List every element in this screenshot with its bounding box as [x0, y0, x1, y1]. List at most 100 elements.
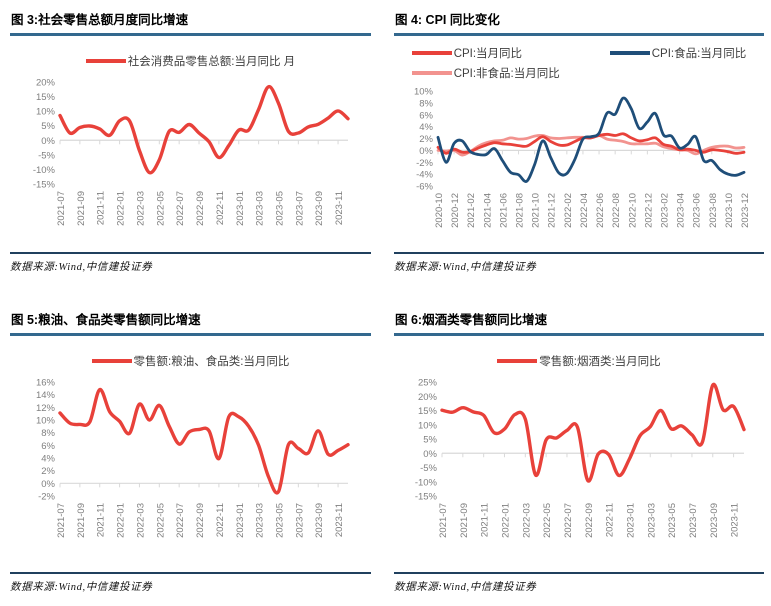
- y-tick-label: 16%: [35, 378, 55, 389]
- chart-area: 10% 8% 6% 4% 2% 0% -2% -4% -6% 2020-10 2020-12 2021…: [394, 86, 764, 238]
- panel-footer: 数据来源:Wind,中信建投证券: [10, 572, 371, 594]
- y-tick-label: 0%: [41, 479, 55, 490]
- source-divider-rule: [10, 572, 371, 574]
- x-tick-label: 2021-11: [95, 191, 106, 225]
- legend-item: CPI:非食品:当月同比: [411, 65, 560, 81]
- figure-title: 图 4: CPI 同比变化: [395, 13, 500, 27]
- x-tick-label: 2023-05: [274, 191, 285, 226]
- x-tick-label: 2023-02: [659, 193, 670, 228]
- y-tick-label: -15%: [415, 492, 438, 503]
- x-tick-label: 2023-07: [294, 191, 305, 226]
- fig3-line-chart: 20%15%10%5%0%-5%-10%-15%2021-07 2021-09 20…: [32, 78, 350, 226]
- y-tick-label: 2%: [419, 134, 433, 145]
- source-divider-rule: [394, 252, 764, 254]
- legend-label: 社会消费品零售总额:当月同比 月: [127, 56, 296, 68]
- x-tick-label: 2021-04: [482, 193, 493, 228]
- chart-legend: 社会消费品零售总额:当月同比 月: [10, 53, 371, 69]
- title-underline-rule: [10, 33, 371, 36]
- y-tick-label: -5%: [420, 463, 437, 474]
- x-tick-label: 2022-10: [627, 193, 638, 228]
- y-tick-label: 20%: [418, 392, 438, 403]
- x-tick-label: 2023-09: [709, 503, 720, 538]
- y-tick-label: 20%: [35, 78, 55, 89]
- title-underline-rule: [394, 33, 764, 36]
- legend-item: 零售额:烟酒类:当月同比: [497, 353, 661, 369]
- chart-area: 25% 20% 15% 10% 5% 0% -5% -10% -15% 2021-07 2021-0…: [394, 374, 764, 548]
- legend-label: CPI:非食品:当月同比: [453, 68, 560, 80]
- x-tick-label: 2022-11: [214, 503, 225, 537]
- y-tick-label: 8%: [41, 428, 55, 439]
- y-tick-label: -10%: [415, 477, 438, 488]
- panel-footer: 数据来源:Wind,中信建投证券: [394, 252, 764, 274]
- fig5-line-chart: 16%14%12%10%8%6%4%2%0%-2%2021-07 2021-09 2…: [35, 378, 350, 538]
- x-tick-label: 2021-12: [547, 193, 558, 228]
- x-tick-label: 2023-09: [314, 191, 325, 226]
- x-tick-label: 2023-01: [234, 503, 245, 538]
- fig4-line-chart: 10%8%6%4%2%0%-2%-4%-6%2020-10 2020-12 2021…: [414, 87, 751, 228]
- y-tick-label: -10%: [32, 165, 55, 176]
- x-tick-label: 2022-04: [579, 193, 590, 228]
- y-tick-label: 15%: [35, 92, 55, 103]
- x-tick-label: 2023-03: [254, 503, 265, 538]
- x-tick-label: 2022-03: [521, 503, 532, 538]
- x-tick-label: 2022-11: [605, 503, 616, 537]
- x-tick-label: 2021-11: [95, 503, 106, 537]
- y-tick-labels: 16%14% 12% 10%8% 6% 4%2% 0% -2%: [35, 378, 55, 503]
- x-tick-label: 2022-02: [563, 193, 574, 228]
- x-tick-label: 2023-12: [740, 193, 751, 228]
- y-tick-label: 15%: [418, 406, 438, 417]
- x-tick-label: 2021-09: [75, 503, 86, 538]
- figure-title: 图 6:烟酒类零售额同比增速: [395, 313, 548, 327]
- x-tick-label: 2021-07: [56, 191, 67, 226]
- series-line: [436, 96, 746, 183]
- y-tick-label: 6%: [419, 110, 433, 121]
- x-tick-label: 2022-07: [175, 503, 186, 538]
- y-tick-label: 25%: [418, 378, 438, 389]
- data-source-note: 数据来源:Wind,中信建投证券: [10, 582, 153, 593]
- fig6-line-chart: 25%20%15%10%5%0%-5%-10%-15%2021-07 2021-0…: [415, 378, 746, 538]
- x-tick-label: 2023-05: [274, 503, 285, 538]
- x-tick-label: 2023-03: [254, 191, 265, 226]
- legend-label: CPI:食品:当月同比: [651, 48, 747, 60]
- source-divider-rule: [10, 252, 371, 254]
- series-line: [440, 382, 746, 483]
- y-tick-label: 5%: [41, 121, 55, 132]
- y-tick-label: -2%: [416, 158, 433, 169]
- data-source-note: 数据来源:Wind,中信建投证券: [394, 582, 537, 593]
- x-tick-label: 2022-05: [155, 191, 166, 226]
- y-tick-label: 12%: [35, 403, 55, 414]
- chart-legend: CPI:当月同比 CPI:食品:当月同比 CPI:非食品:当月同比: [394, 45, 764, 81]
- y-tick-label: 14%: [35, 390, 55, 401]
- legend-item: 零售额:粮油、食品类:当月同比: [91, 353, 289, 369]
- legend-line-swatch: [497, 359, 538, 363]
- axis-group: [441, 452, 744, 458]
- series-line: [57, 387, 350, 495]
- x-tick-label: 2023-01: [234, 191, 245, 226]
- panel-fig6: 图 6:烟酒类零售额同比增速 零售额:烟酒类:当月同比 25% 20% 15% 10%…: [385, 300, 771, 606]
- source-divider-rule: [394, 572, 764, 574]
- y-tick-label: -4%: [416, 170, 433, 181]
- x-tick-label: 2023-10: [724, 193, 735, 228]
- x-tick-label: 2023-07: [294, 503, 305, 538]
- panel-footer: 数据来源:Wind,中信建投证券: [10, 252, 371, 274]
- title-underline-rule: [394, 333, 764, 336]
- legend-label: 零售额:烟酒类:当月同比: [539, 356, 661, 368]
- x-tick-label: 2021-09: [459, 503, 470, 538]
- x-tick-label: 2023-11: [730, 503, 741, 537]
- y-tick-label: 4%: [41, 454, 55, 465]
- axis-group: [59, 139, 348, 145]
- x-tick-label: 2023-09: [314, 503, 325, 538]
- legend-label: CPI:当月同比: [453, 48, 523, 60]
- figure-title: 图 5:粮油、食品类零售额同比增速: [11, 313, 201, 327]
- x-tick-label: 2023-11: [334, 503, 345, 537]
- x-tick-labels: 2021-07 2021-09 2021-11 2022-01 2022-03 2022-…: [438, 503, 741, 538]
- data-source-note: 数据来源:Wind,中信建投证券: [10, 262, 153, 273]
- x-tick-labels: 2021-07 2021-09 2021-11 2022-01 2022-03 2022-…: [56, 191, 345, 226]
- chart-legend: 零售额:粮油、食品类:当月同比: [10, 353, 371, 369]
- panel-fig3: 图 3:社会零售总额月度同比增速 社会消费品零售总额:当月同比 月 20% 15%…: [0, 0, 385, 300]
- x-tick-label: 2021-11: [480, 503, 491, 537]
- x-tick-label: 2022-08: [611, 193, 622, 228]
- x-tick-label: 2023-03: [646, 503, 657, 538]
